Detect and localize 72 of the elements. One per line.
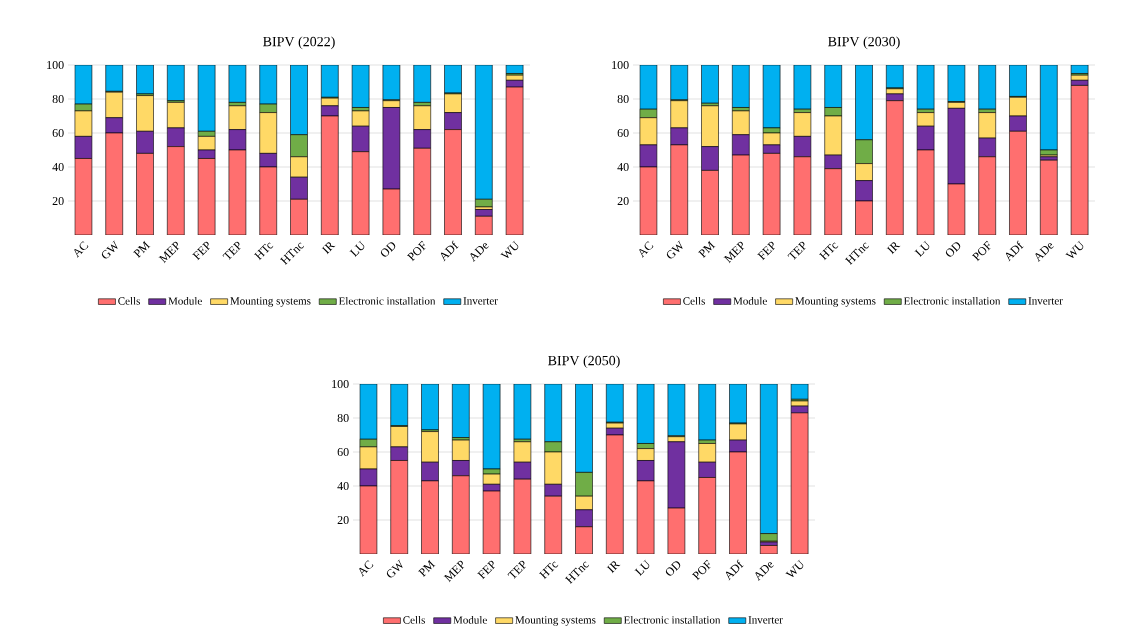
x-tick-label: AC [74,241,89,258]
legend-label: Mounting systems [515,616,596,626]
x-tick-label: GW [101,240,118,259]
x-tick-label: IR [321,242,336,255]
y-tick-label: 80 [617,94,629,104]
x-tick-label: ADe [470,243,489,262]
y-tick-label: 20 [337,515,349,525]
x-tick-label: ADf [440,240,459,262]
x-tick-label: HTc [253,242,274,261]
x-tick-label: IR [886,242,901,255]
x-tick-label: ADe [1035,243,1054,262]
y-tick-label: 60 [337,447,349,457]
x-tick-label: OD [380,242,396,257]
legend-label: Module [453,616,487,624]
x-tick-label: HTc [538,561,559,580]
x-tick-label: FEP [477,560,496,580]
legend-label: Module [168,297,202,305]
legend-label: Inverter [1028,297,1063,305]
x-tick-label: ADe [755,562,774,581]
x-tick-label: LU [914,240,930,258]
y-tick-label: 20 [617,196,629,206]
x-tick-label: FEP [192,241,211,261]
x-tick-label: POF [406,240,426,262]
x-tick-label: ADf [1005,240,1024,262]
x-tick-label: GW [666,240,683,259]
x-tick-label: HTc [818,242,839,261]
y-tick-label: 100 [47,60,64,70]
legend-label: Inverter [463,297,498,305]
y-tick-label: 60 [617,128,629,138]
legend-label: Cells [118,297,140,305]
legend-label: Cells [403,616,425,624]
y-tick-label: 60 [52,128,64,138]
x-tick-label: OD [665,561,681,576]
x-tick-label: LU [634,559,650,577]
x-tick-label: TEP [787,241,806,260]
x-tick-label: AC [359,560,374,577]
y-tick-label: 100 [332,379,349,389]
y-tick-label: 80 [52,94,64,104]
legend-label: Electronic installation [623,616,721,624]
chart-title: BIPV (2030) [828,36,900,50]
x-tick-label: GW [386,559,403,578]
y-tick-label: 100 [612,60,629,70]
x-tick-label: WU [785,559,804,577]
y-tick-label: 40 [52,162,64,172]
legend-label: Module [733,297,767,305]
x-tick-label: PM [133,240,151,258]
chart-title: BIPV (2022) [263,36,335,50]
x-tick-label: PM [697,240,716,258]
legend-label: Electronic installation [338,297,436,305]
y-tick-label: 80 [337,413,349,423]
legend-label: Mounting systems [795,297,876,307]
legend-label: Inverter [748,616,783,624]
x-tick-label: PM [418,559,436,577]
x-tick-label: IR [606,561,621,574]
x-tick-label: WU [500,240,519,258]
x-tick-label: LU [349,240,365,258]
legend-label: Electronic installation [903,297,1001,305]
y-tick-label: 40 [617,162,629,172]
x-tick-label: ADf [725,559,744,581]
chart-title: BIPV (2050) [548,355,620,369]
x-tick-label: AC [639,241,654,258]
legend-label: Mounting systems [230,297,311,307]
x-tick-label: OD [945,242,961,257]
x-tick-label: POF [971,240,991,262]
legend-label: Cells [683,297,705,305]
x-tick-label: TEP [507,560,526,579]
x-tick-label: WU [1065,240,1084,258]
y-tick-label: 40 [337,481,349,491]
x-tick-label: TEP [222,241,241,260]
x-tick-label: FEP [757,241,776,261]
x-tick-label: POF [691,559,711,581]
y-tick-label: 20 [52,196,64,206]
